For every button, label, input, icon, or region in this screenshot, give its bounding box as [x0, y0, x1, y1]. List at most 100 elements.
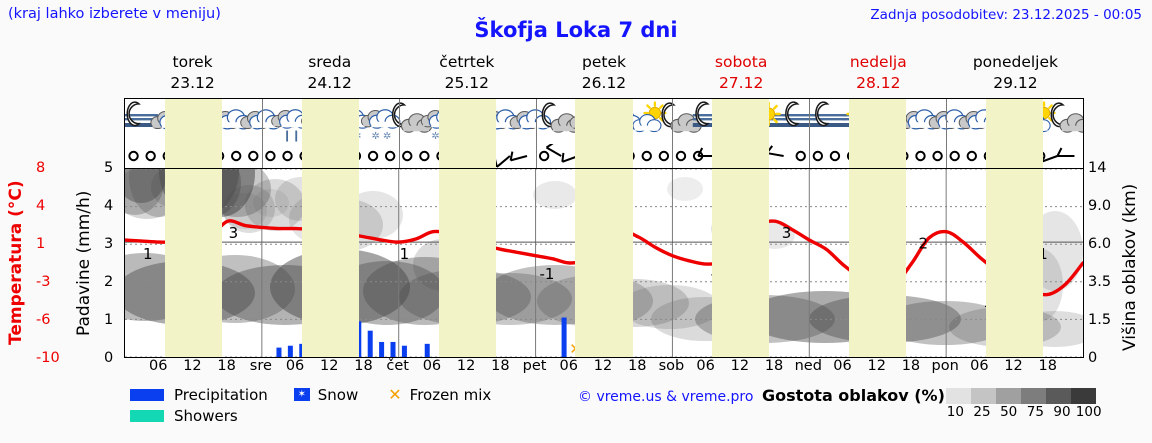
- cloud-height-tick: 6.0: [1088, 236, 1112, 252]
- time-tick: 18: [901, 358, 921, 374]
- day-header-četrtek: četrtek 25.12: [398, 52, 535, 96]
- wind-calm-marker: [282, 150, 293, 162]
- time-tick: 06: [696, 358, 715, 374]
- cloud-density-value: 50: [1000, 404, 1018, 420]
- daylight-band: [712, 169, 770, 357]
- location-menu-note: (kraj lahko izberete v meniju): [8, 6, 221, 22]
- day-date: 29.12: [993, 74, 1038, 92]
- day-separator: [672, 99, 674, 144]
- daylight-band: [575, 99, 633, 144]
- showers-swatch: [130, 409, 164, 422]
- time-tick: 06: [559, 358, 579, 374]
- cloud-density-value: 25: [973, 404, 991, 420]
- daylight-band: [986, 99, 1044, 144]
- day-header-ponedeljek: ponedeljek 29.12: [947, 52, 1084, 96]
- precipitation-tick: 1: [104, 312, 114, 328]
- day-date: 25.12: [444, 74, 490, 92]
- wind-calm-marker: [812, 150, 824, 162]
- wind-calm-marker: [932, 150, 943, 162]
- frozen-mix-icon: ✕: [388, 385, 402, 404]
- svg-text:✲ ✲: ✲ ✲: [372, 131, 392, 142]
- precipitation-bar: [401, 345, 407, 357]
- time-tick: 06: [148, 358, 168, 374]
- cloud-density-blob: [879, 301, 1011, 345]
- precipitation-bar: [379, 341, 385, 357]
- cloud-density-blob: [620, 285, 720, 329]
- cloud-density-step: [1046, 388, 1071, 404]
- cloud-density-step: [971, 388, 996, 404]
- daylight-band: [301, 99, 359, 144]
- wind-calm-marker: [915, 150, 926, 162]
- wind-calm-marker: [658, 150, 670, 162]
- daylight-band: [438, 169, 496, 357]
- day-name: torek: [172, 53, 213, 71]
- temperature-tick: -3: [36, 274, 51, 290]
- credit-link[interactable]: © vreme.us & vreme.pro: [578, 389, 754, 405]
- wind-calm-marker: [795, 150, 806, 162]
- daylight-band: [164, 169, 222, 357]
- forecast-plot: 1312-12-13-32-41-60-5 ✕✕: [124, 168, 1084, 358]
- cloud-density-step: [1021, 388, 1046, 404]
- frozen-mix-markers: ✕✕: [484, 340, 582, 357]
- time-tick: 12: [183, 358, 202, 374]
- moon-windy-icon: [782, 101, 817, 127]
- time-tick: 06: [970, 358, 989, 374]
- time-tick: ned: [794, 358, 822, 374]
- temperature-tick: 8: [36, 160, 46, 176]
- cloud-density-value: 10: [946, 404, 964, 420]
- day-separator: [535, 144, 537, 168]
- wind-barb: [1056, 147, 1075, 157]
- day-separator: [946, 144, 948, 168]
- time-tick: 06: [422, 358, 442, 374]
- temperature-tick: 4: [36, 198, 46, 214]
- precipitation-bar: [390, 341, 396, 357]
- legend-label-showers: Showers: [174, 406, 238, 425]
- precipitation-tick: 2: [104, 274, 114, 290]
- time-tick: pon: [931, 358, 959, 374]
- time-tick: pet: [522, 358, 547, 374]
- day-header-petek: petek 26.12: [535, 52, 672, 96]
- day-date: 24.12: [307, 74, 352, 92]
- wind-calm-marker: [384, 150, 396, 162]
- precipitation-tick: 0: [104, 350, 114, 366]
- wind-calm-marker: [265, 150, 276, 162]
- time-tick: 18: [491, 358, 510, 374]
- wind-calm-marker: [230, 150, 242, 162]
- cloud-density-value: 90: [1053, 404, 1071, 420]
- daylight-band: [164, 144, 222, 168]
- wind-barb: [509, 151, 528, 162]
- temperature-value-label: -1: [539, 265, 554, 283]
- time-tick: 12: [320, 358, 339, 374]
- day-name: petek: [582, 53, 626, 71]
- cloud-height-tick: 1.5: [1088, 312, 1112, 328]
- cloud-density-blob: [253, 189, 289, 217]
- moon-cloud-icon: [1050, 102, 1083, 133]
- legend-label-precipitation: Precipitation: [174, 385, 268, 404]
- time-tick: 12: [730, 358, 750, 374]
- wind-calm-marker: [145, 150, 156, 162]
- temperature-tick: 1: [36, 236, 46, 252]
- cloud-density-scale: [946, 388, 1096, 404]
- day-separator: [535, 99, 537, 144]
- time-tick: 12: [1004, 358, 1023, 374]
- cloud-density-blob: [125, 169, 165, 215]
- precipitation-bar: [276, 347, 282, 357]
- cloud-density-step: [996, 388, 1021, 404]
- temperature-value-label: 3: [229, 224, 239, 242]
- daylight-band: [986, 144, 1044, 168]
- moon-windy-icon: [812, 101, 847, 127]
- cloud-rain-icon: ❙❙: [271, 109, 311, 142]
- daylight-band: [712, 99, 770, 144]
- day-separator: [672, 144, 674, 168]
- cloud-density-value: 100: [1075, 404, 1102, 420]
- wind-calm-marker: [248, 150, 259, 162]
- day-name: ponedeljek: [972, 53, 1058, 71]
- day-date: 23.12: [170, 74, 215, 92]
- day-date: 27.12: [718, 74, 764, 92]
- daylight-band: [986, 169, 1044, 357]
- cloud-density-scale-labels: 10 25 50 75 90 100: [942, 404, 1102, 420]
- legend-row-showers: Showers: [130, 405, 517, 426]
- snow-icon: ✶: [293, 388, 310, 401]
- day-date: 26.12: [581, 74, 627, 92]
- cloud-density-blob: [125, 169, 167, 203]
